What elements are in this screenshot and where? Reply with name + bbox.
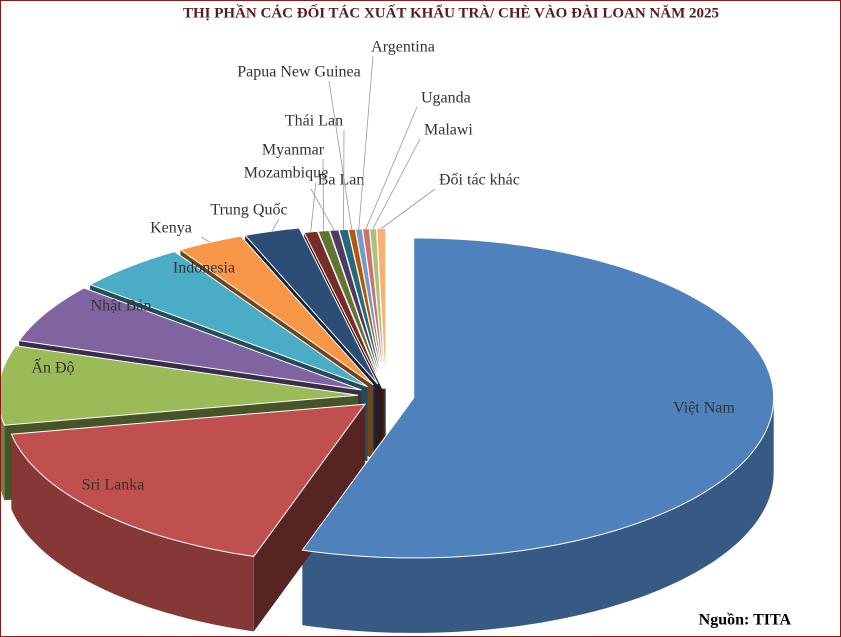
leader-line [381, 188, 436, 229]
leader-line [372, 138, 421, 229]
slice-label: Malawi [424, 122, 473, 139]
pie-slice [18, 287, 362, 391]
slice-label: Ba Lan [318, 172, 365, 189]
slice-label: Indonesia [173, 260, 235, 277]
slice-label: Uganda [421, 90, 471, 107]
slice-label: Argentina [371, 39, 435, 56]
slice-label: Papua New Guinea [237, 64, 361, 81]
slice-tops [1, 227, 775, 559]
slice-label: Myanmar [262, 142, 325, 159]
slice-label: Kenya [150, 220, 192, 237]
pie-slice [10, 403, 367, 557]
slice-label: Đối tác khác [439, 172, 520, 189]
slice-label: Sri Lanka [82, 477, 145, 494]
leader-line [322, 158, 324, 231]
leader-line [358, 55, 374, 230]
leader-line [310, 188, 335, 231]
leader-line [310, 181, 317, 232]
leader-line [200, 236, 211, 243]
slice-side [1, 415, 5, 501]
slice-label: Thái Lan [285, 113, 343, 130]
leader-line [328, 80, 353, 230]
chart-title: THỊ PHẦN CÁC ĐỐI TÁC XUẤT KHẨU TRÀ/ CHÈ … [183, 3, 719, 21]
pie-slice [301, 237, 775, 559]
pie-slice [88, 251, 368, 388]
slice-label: Mozambique [244, 165, 328, 182]
leader-line [365, 106, 418, 229]
slice-label: Trung Quốc [210, 202, 287, 219]
pie-slice [1, 345, 359, 426]
slice-side [302, 397, 774, 633]
slice-label: Nhật Bản [91, 298, 152, 315]
slice-side [11, 434, 254, 632]
source-note: Nguồn: TITA [699, 612, 792, 629]
slice-label: Ấn Độ [31, 358, 74, 377]
leader-line [271, 218, 280, 232]
slice-label: Việt Nam [673, 400, 735, 417]
